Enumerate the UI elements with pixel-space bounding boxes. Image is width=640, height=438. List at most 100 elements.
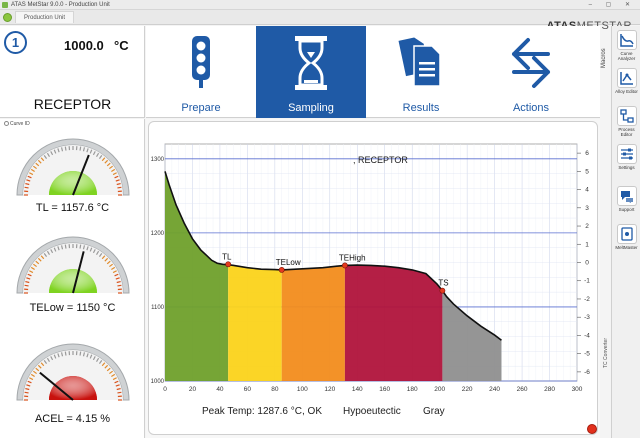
gauge-tick <box>46 152 50 157</box>
gauge-tick <box>116 182 121 186</box>
tool-support[interactable]: Support <box>613 186 640 212</box>
gauge-face <box>23 243 123 293</box>
gauge-tick <box>92 356 96 361</box>
title-bar: ATAS MetStar 9.0.0 - Production Unit – ▢… <box>0 0 640 10</box>
gauge-tick <box>111 373 116 377</box>
gauge-tick <box>30 266 35 270</box>
gauge-tick <box>40 255 45 260</box>
main-navigation: Prepare Sampling Results <box>146 26 600 118</box>
gauge-tick <box>86 246 89 251</box>
gauge-tick <box>27 273 32 277</box>
gauge-tick <box>35 162 40 167</box>
tool-alloy-editor[interactable]: Alloy Editor <box>613 68 640 94</box>
tab-strip: Production Unit ATASMETSTAR <box>0 10 640 32</box>
tool-meltmaster[interactable]: MeltMaster <box>613 224 640 250</box>
x-tick-label: 140 <box>352 386 363 393</box>
gauge-tick <box>109 370 113 375</box>
process-editor-icon <box>616 106 637 126</box>
gauge-tick <box>79 351 82 356</box>
gauge-tick <box>25 280 30 284</box>
y-tick-label: 1100 <box>151 305 165 311</box>
gauge-tick <box>86 148 89 153</box>
gauge-tick <box>82 147 86 152</box>
right-toolbar: Curve Analyzer Alloy Editor Process Edit… <box>611 26 640 438</box>
gauge-tick <box>117 284 122 287</box>
status-light-icon <box>3 13 12 22</box>
gauge-tick <box>101 157 106 162</box>
y2-tick-label: 2 <box>585 223 589 230</box>
tool-meltmaster-label: MeltMaster <box>615 245 638 250</box>
classification-text: Hypoeutectic <box>343 406 401 417</box>
x-tick-label: 200 <box>434 386 445 393</box>
y-tick-label: 1200 <box>151 231 165 237</box>
tool-process-editor[interactable]: Process Editor <box>613 106 640 137</box>
chart-title: , RECEPTOR <box>353 155 408 165</box>
nav-sampling-label: Sampling <box>288 102 334 114</box>
gauge-tick <box>98 360 103 364</box>
gauge-tick <box>101 255 106 260</box>
status-indicator-icon <box>587 424 597 434</box>
nav-sampling-button[interactable]: Sampling <box>256 26 366 118</box>
curve-region-0 <box>165 171 229 381</box>
gauge-tick <box>57 148 60 153</box>
y2-tick-label: -6 <box>584 369 590 376</box>
nav-results-button[interactable]: Results <box>366 26 476 118</box>
peak-temp-text: Peak Temp: 1287.6 °C, OK <box>202 406 322 417</box>
chart-frame: TL TELow TEHigh TS, RECEPTOR 0 20 40 60 80 100 120… <box>148 121 598 435</box>
gauge-tick <box>64 351 67 356</box>
gauge-tick <box>64 244 67 249</box>
gauge-needle <box>72 251 85 294</box>
tl-gauge-label: TL = 1157.6 °C <box>35 202 110 214</box>
curve-region-2 <box>281 265 345 381</box>
arrows-exchange-icon <box>512 38 550 88</box>
tool-curve-analyzer[interactable]: Curve Analyzer <box>613 30 640 61</box>
gauge-tick <box>64 146 67 151</box>
marker-point-tehigh <box>342 262 348 269</box>
window-controls[interactable]: – ▢ ✕ <box>588 2 636 8</box>
x-tick-label: 260 <box>517 386 528 393</box>
gauge-tick <box>60 352 64 357</box>
telow-gauge-label: TELow = 1150 °C <box>29 302 116 314</box>
gauge-tick <box>82 352 86 357</box>
nav-actions-button[interactable]: Actions <box>476 26 586 118</box>
curve-id-toggle[interactable]: Curve ID <box>4 121 30 127</box>
gauge-tick <box>96 152 100 157</box>
gauge-tick <box>104 257 109 262</box>
tab-production-unit[interactable]: Production Unit <box>15 11 75 23</box>
gauge-tick <box>30 168 35 172</box>
gauge-tick <box>115 277 120 280</box>
tl-gauge <box>16 138 130 196</box>
tool-settings[interactable]: Settings <box>613 144 640 170</box>
gauge-tick <box>79 146 82 151</box>
y2-tick-label: -4 <box>584 332 590 339</box>
gauge-tick <box>26 384 31 387</box>
gauge-tick <box>24 186 29 189</box>
gauge-tick <box>40 157 45 162</box>
gauge-tick <box>112 377 117 381</box>
x-tick-label: 40 <box>216 386 224 393</box>
gauge-tick <box>24 391 29 394</box>
gauge-tick <box>86 353 89 358</box>
traffic-light-icon <box>192 36 210 88</box>
cell-number-badge[interactable]: 1 <box>4 31 27 54</box>
gauge-tick <box>98 253 103 257</box>
gauge-tick <box>89 247 93 252</box>
gauge-tick <box>25 387 30 391</box>
gauge-tick <box>50 249 54 254</box>
gauge-tick <box>53 149 57 154</box>
nav-prepare-label: Prepare <box>181 102 221 114</box>
gauge-tick <box>30 373 35 377</box>
acel-gauge <box>16 343 130 401</box>
gauge-tick <box>37 159 42 164</box>
telow-gauge <box>16 236 130 294</box>
nav-prepare-button[interactable]: Prepare <box>146 26 256 118</box>
gauge-tick <box>104 364 109 369</box>
marker-label-tl: TL <box>222 252 232 261</box>
gauge-tick <box>109 263 113 268</box>
acel-gauge-label: ACEL = 4.15 % <box>34 413 111 425</box>
gauge-tick <box>112 270 117 274</box>
y2-tick-label: 0 <box>585 260 589 267</box>
gauge-tick <box>33 165 37 170</box>
